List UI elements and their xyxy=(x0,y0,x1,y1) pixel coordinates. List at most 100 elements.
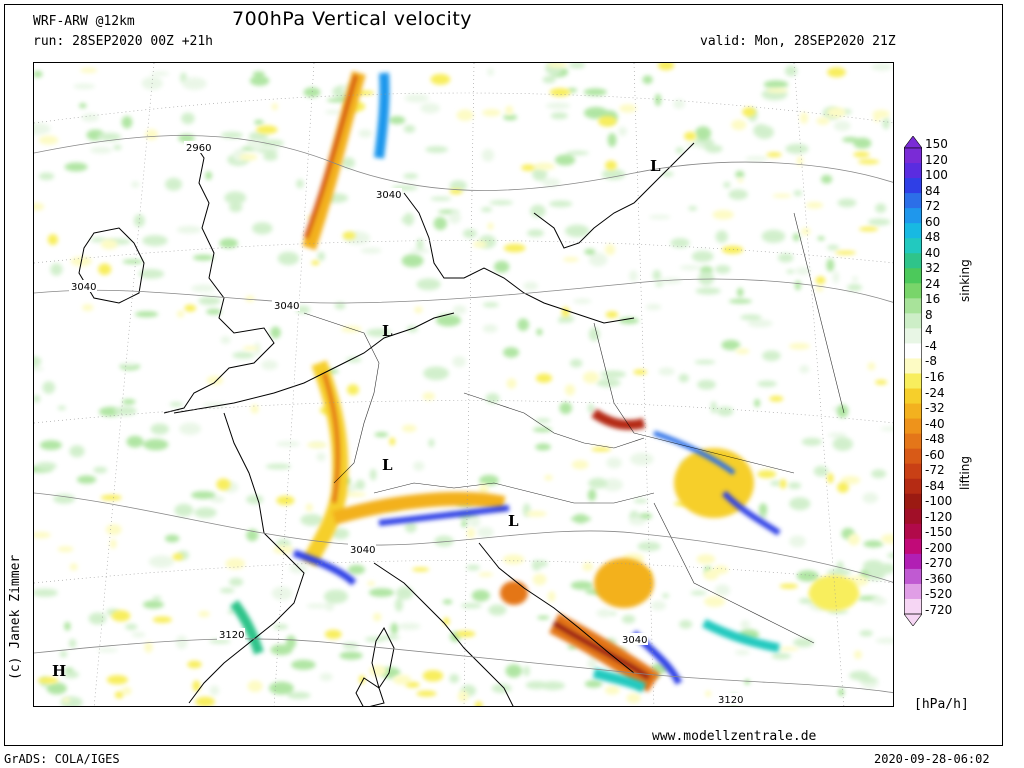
geopotential-contours xyxy=(34,135,893,694)
colorbar-swatch xyxy=(904,253,922,269)
colorbar-bottom-arrow xyxy=(904,613,922,626)
contour-label: 3040 xyxy=(274,301,299,312)
colorbar-swatch xyxy=(904,493,922,510)
colorbar-tick-label: -200 xyxy=(925,540,953,555)
run-label: run: 28SEP2020 00Z +21h xyxy=(33,34,214,49)
colorbar-swatch xyxy=(904,358,922,374)
colorbar-tick-label: -48 xyxy=(925,432,945,447)
colorbar-tick-label: -40 xyxy=(925,416,945,431)
contour-label: 2960 xyxy=(186,143,211,154)
contour-label: 3040 xyxy=(376,190,401,201)
colorbar-swatch xyxy=(904,223,922,239)
low-pressure-label: L xyxy=(382,322,393,340)
colorbar-swatch xyxy=(904,418,922,435)
model-label: WRF-ARW @12km xyxy=(33,14,135,29)
colorbar-swatch xyxy=(904,478,922,495)
colorbar-tick-label: -84 xyxy=(925,478,945,493)
contour-label: 3040 xyxy=(350,545,375,556)
colorbar-top-arrow xyxy=(904,136,922,149)
valid-label: valid: Mon, 28SEP2020 21Z xyxy=(700,34,896,49)
sinking-label: sinking xyxy=(958,259,972,302)
colorbar-swatch xyxy=(904,193,922,209)
colorbar-tick-label: -16 xyxy=(925,370,945,384)
colorbar-swatch xyxy=(904,463,922,480)
colorbar-tick-label: -8 xyxy=(925,354,937,369)
colorbar-swatch xyxy=(904,178,922,194)
colorbar-tick-label: -72 xyxy=(925,463,945,478)
colorbar-swatch xyxy=(904,313,922,329)
colorbar-tick-label: -720 xyxy=(925,603,953,617)
colorbar-tick-label: -60 xyxy=(925,447,945,462)
colorbar-swatch xyxy=(904,283,922,299)
colorbar-tick-label: 40 xyxy=(925,245,941,260)
coastlines xyxy=(78,142,695,706)
timestamp: 2020-09-28-06:02 xyxy=(874,752,990,766)
colorbar-swatch xyxy=(904,433,922,450)
colorbar-swatch xyxy=(904,508,922,525)
colorbar-tick-label: 84 xyxy=(925,183,941,198)
colorbar-tick-label: -360 xyxy=(925,571,953,586)
contour-label: 3120 xyxy=(219,630,244,641)
colorbar-swatch xyxy=(904,568,922,585)
colorbar-tick-label: -4 xyxy=(925,338,937,353)
colorbar-tick-label: -100 xyxy=(925,494,953,509)
velocity-field-sinking-strong xyxy=(229,72,781,693)
colorbar-swatch xyxy=(904,583,922,600)
colorbar-swatch xyxy=(904,238,922,254)
copyright-label: (c) Janek Zimmer xyxy=(8,554,23,680)
colorbar-tick-label: -32 xyxy=(925,401,945,416)
website-link[interactable]: www.modellzentrale.de xyxy=(652,729,817,744)
low-pressure-label: L xyxy=(508,512,519,530)
contour-label: 3120 xyxy=(718,695,743,706)
colorbar-tick-label: 60 xyxy=(925,214,941,229)
high-pressure-label: H xyxy=(52,662,66,680)
colorbar-tick-label: -120 xyxy=(925,509,953,524)
colorbar-tick-label: 24 xyxy=(925,276,941,291)
colorbar-swatch xyxy=(904,523,922,540)
low-pressure-label: L xyxy=(650,157,661,175)
colorbar-tick-label: 72 xyxy=(925,199,941,214)
colorbar-tick-label: 8 xyxy=(925,307,933,322)
colorbar-tick-label: 16 xyxy=(925,292,941,307)
colorbar-tick-label: 4 xyxy=(925,323,933,338)
colorbar-tick-label: -150 xyxy=(925,525,953,540)
velocity-field-lifting-weak xyxy=(34,63,893,706)
unit-label: [hPa/h] xyxy=(914,697,969,712)
map-canvas: L L L L H 2960 3040 3040 3040 3040 3040 … xyxy=(34,63,893,706)
lifting-label: lifting xyxy=(958,456,972,490)
colorbar-swatch xyxy=(904,538,922,555)
colorbar-swatch xyxy=(904,268,922,284)
contour-label-group: 2960 3040 3040 3040 3040 3040 3120 3120 xyxy=(69,141,744,706)
colorbar-swatch xyxy=(904,298,922,314)
colorbar-swatch xyxy=(904,553,922,570)
colorbar-swatch xyxy=(904,148,922,164)
low-pressure-label: L xyxy=(382,456,393,474)
colorbar-tick-label: 48 xyxy=(925,230,941,245)
colorbar-swatch xyxy=(904,373,922,390)
colorbar-swatch xyxy=(904,448,922,465)
chart-title: 700hPa Vertical velocity xyxy=(232,8,473,30)
colorbar-swatch xyxy=(904,388,922,405)
colorbar-swatch xyxy=(904,598,922,615)
velocity-field-sinking-weak xyxy=(34,63,893,706)
colorbar-tick-label: -520 xyxy=(925,587,953,602)
colorbar-tick-label: 120 xyxy=(925,152,948,167)
figure-frame xyxy=(4,4,1003,746)
weather-map[interactable]: L L L L H 2960 3040 3040 3040 3040 3040 … xyxy=(33,62,894,707)
colorbar-swatch xyxy=(904,163,922,179)
colorbar-tick-label: -24 xyxy=(925,385,945,400)
velocity-field-lifting-strong xyxy=(301,70,859,693)
country-borders xyxy=(303,212,845,644)
colorbar-swatch xyxy=(904,343,922,359)
colorbar-tick-label: 150 xyxy=(925,137,948,151)
colorbar-swatch xyxy=(904,403,922,420)
colorbar-tick-label: -270 xyxy=(925,556,953,571)
contour-label: 3040 xyxy=(71,282,96,293)
graticule xyxy=(34,63,893,706)
colorbar-tick-label: 32 xyxy=(925,261,941,276)
colorbar-tick-label: 100 xyxy=(925,168,948,183)
grads-credit: GrADS: COLA/IGES xyxy=(4,752,120,766)
contour-label: 3040 xyxy=(622,635,647,646)
colorbar xyxy=(904,136,922,626)
colorbar-swatch xyxy=(904,208,922,224)
